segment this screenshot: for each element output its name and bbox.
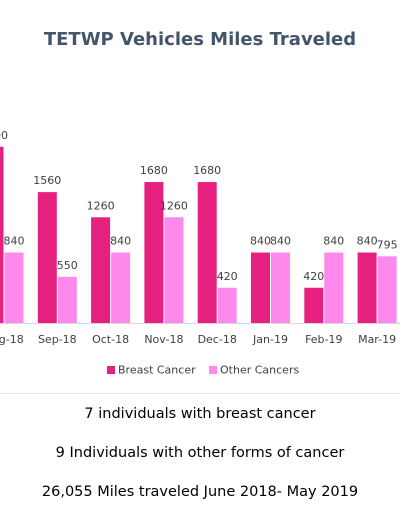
legend-label: Breast Cancer (118, 364, 196, 377)
x-tick-label: Sep-18 (38, 333, 77, 346)
data-label: 420 (217, 270, 238, 283)
annotation: 26,055 Miles traveled June 2018- May 201… (42, 484, 358, 500)
bar (197, 182, 217, 323)
data-label: 840 (250, 235, 271, 248)
data-label: 840 (357, 235, 378, 248)
data-label: 1260 (160, 199, 188, 212)
x-tick-label: Oct-18 (92, 333, 129, 346)
legend-swatch (209, 366, 217, 374)
annotation: 7 individuals with breast cancer (84, 406, 315, 422)
bar (91, 217, 111, 323)
data-label: 840 (323, 235, 344, 248)
x-tick-label: Mar-19 (358, 333, 396, 346)
x-tick-label: Jan-19 (252, 333, 288, 346)
data-label: 1560 (33, 174, 61, 187)
x-tick-label: Dec-18 (198, 333, 237, 346)
chart-title: TETWP Vehicles Miles Traveled (44, 29, 356, 50)
bar (251, 252, 270, 323)
bar (4, 252, 24, 323)
bar (271, 252, 290, 323)
data-label: 840 (110, 235, 131, 248)
data-label: 840 (270, 235, 291, 248)
legend-swatch (107, 366, 115, 374)
data-label: 2100 (0, 129, 8, 142)
bar (37, 192, 57, 323)
bar (57, 276, 77, 323)
x-tick-label: Aug-18 (0, 333, 24, 346)
data-label: 840 (4, 235, 25, 248)
bar (377, 256, 397, 323)
bar (0, 146, 4, 323)
bar (357, 252, 377, 323)
annotation: 9 Individuals with other forms of cancer (56, 445, 345, 461)
x-tick-label: Feb-19 (305, 333, 342, 346)
bar (217, 287, 237, 323)
bar (111, 252, 131, 323)
data-label: 420 (303, 270, 324, 283)
x-tick-label: Nov-18 (144, 333, 183, 346)
data-label: 1680 (193, 164, 221, 177)
bar (324, 252, 344, 323)
data-label: 1680 (140, 164, 168, 177)
bar (144, 182, 164, 323)
data-label: 550 (57, 259, 78, 272)
bar (164, 217, 184, 323)
legend-label: Other Cancers (220, 364, 299, 377)
bar (304, 287, 324, 323)
data-label: 795 (377, 238, 398, 251)
data-label: 1260 (87, 199, 115, 212)
